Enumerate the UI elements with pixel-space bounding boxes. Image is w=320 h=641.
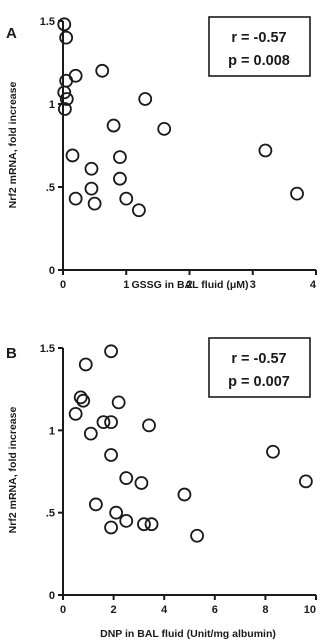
data-point	[104, 520, 118, 535]
data-point	[106, 118, 121, 133]
r-value: r = -0.57	[231, 351, 286, 367]
x-tick-label: 10	[304, 604, 316, 616]
data-points	[57, 17, 304, 218]
y-tick-label: 1.5	[40, 16, 55, 28]
data-point	[131, 203, 146, 218]
x-tick-label: 0	[60, 604, 66, 616]
data-point	[113, 171, 127, 186]
data-point	[111, 395, 126, 410]
panel-letter: A	[6, 25, 17, 42]
data-point	[57, 17, 72, 32]
y-tick-label: .5	[46, 182, 55, 194]
y-tick-label: 1.5	[40, 343, 55, 355]
data-point	[298, 474, 313, 489]
panel-letter: B	[6, 345, 17, 362]
stat-box: r = -0.57 p = 0.007	[208, 337, 311, 398]
data-point	[104, 448, 118, 462]
data-point	[138, 92, 153, 106]
x-tick-label: 8	[262, 604, 268, 616]
data-point	[84, 181, 99, 196]
data-point	[65, 148, 80, 163]
data-point	[177, 487, 192, 502]
data-point	[290, 186, 304, 201]
data-point	[258, 143, 273, 158]
data-point	[142, 418, 156, 433]
x-tick-label: 4	[310, 279, 317, 291]
data-point	[57, 102, 72, 116]
data-point	[119, 514, 134, 528]
data-point	[137, 517, 151, 532]
y-tick-label: 1	[49, 99, 55, 111]
data-point	[87, 196, 102, 211]
data-point	[96, 415, 111, 430]
data-point	[68, 191, 83, 206]
data-point	[119, 471, 134, 485]
y-axis-label: Nrf2 mRNA, fold increase	[7, 407, 19, 534]
x-tick-label: 2	[186, 279, 192, 291]
data-point	[78, 357, 93, 372]
data-point	[157, 121, 172, 136]
data-point	[76, 393, 91, 408]
y-axis-label: Nrf2 mRNA, fold increase	[7, 82, 19, 209]
y-tick-label: 1	[49, 425, 55, 437]
y-tick-label: 0	[49, 265, 55, 277]
panel-b: B Nrf2 mRNA, fold increase DNP in BAL fl…	[6, 337, 317, 640]
data-point	[190, 528, 204, 543]
axis-ticks: 0 .5 1 1.5 0 2 4 6 8 10	[40, 343, 317, 616]
data-point	[134, 476, 149, 490]
panel-a: A Nrf2 mRNA, fold increase GSSG in BAL f…	[6, 16, 317, 291]
data-point	[59, 30, 74, 45]
y-tick-label: .5	[46, 508, 55, 520]
x-tick-label: 1	[123, 279, 129, 291]
x-tick-label: 2	[111, 604, 117, 616]
data-point	[59, 92, 74, 106]
x-tick-label: 6	[212, 604, 218, 616]
p-value: p = 0.008	[228, 53, 290, 69]
data-point	[83, 426, 98, 441]
data-point	[104, 344, 118, 359]
y-tick-label: 0	[49, 590, 55, 602]
data-point	[88, 497, 103, 512]
data-point	[144, 517, 159, 532]
data-point	[109, 505, 124, 520]
data-point	[68, 406, 83, 421]
x-axis-label: GSSG in BAL fluid (μM)	[131, 279, 248, 291]
data-point	[95, 63, 110, 78]
x-axis-label: DNP in BAL fluid (Unit/mg albumin)	[100, 628, 276, 640]
stat-box-frame	[208, 337, 311, 398]
x-tick-label: 4	[161, 604, 168, 616]
data-point	[84, 161, 99, 176]
data-point	[266, 444, 280, 459]
data-points	[68, 344, 313, 543]
stat-box-frame	[208, 16, 311, 77]
data-point	[68, 68, 83, 83]
x-tick-label: 3	[250, 279, 256, 291]
data-point	[104, 415, 118, 430]
data-point	[57, 85, 72, 100]
data-point	[113, 150, 127, 165]
r-value: r = -0.57	[231, 30, 286, 46]
data-point	[119, 191, 134, 206]
p-value: p = 0.007	[228, 374, 290, 390]
x-tick-label: 0	[60, 279, 66, 291]
stat-box: r = -0.57 p = 0.008	[208, 16, 311, 77]
data-point	[73, 390, 88, 405]
